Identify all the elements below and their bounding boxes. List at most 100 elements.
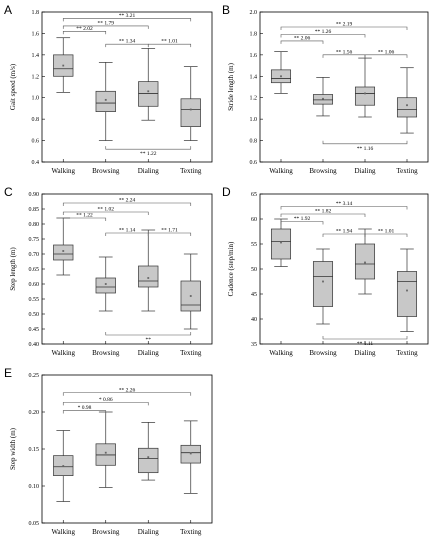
significance-bracket: ** 1.01	[364, 229, 408, 237]
x-tick-label: Dialing	[355, 167, 376, 175]
y-axis-label: Step length (m)	[9, 247, 17, 291]
bracket-line	[280, 221, 324, 225]
significance-label: ** 1.22	[140, 151, 157, 157]
mean-marker	[189, 295, 192, 297]
x-tick-label: Browsing	[92, 528, 120, 536]
box-walking	[270, 218, 292, 267]
y-tick-label: 1.0	[32, 96, 40, 102]
significance-label: ** 1.22	[76, 213, 93, 219]
significance-bracket: ** 2.06	[280, 35, 324, 44]
significance-label: ** 1.94	[336, 229, 353, 235]
box-texting	[180, 66, 201, 141]
y-tick-label: 0.90	[29, 192, 40, 198]
significance-bracket: ** 1.22	[105, 146, 192, 157]
plot-frame	[41, 193, 213, 345]
bracket-line	[62, 18, 192, 22]
x-tick-label: Browsing	[92, 167, 120, 175]
significance-bracket: ** 2.19	[280, 22, 408, 30]
mean-marker	[280, 241, 282, 244]
bracket-line	[62, 410, 107, 414]
y-tick-label: 0.8	[250, 139, 258, 145]
bracket-line	[62, 392, 192, 396]
significance-label: ** 1.92	[294, 216, 311, 222]
mean-marker	[364, 92, 366, 95]
box-dialing	[354, 228, 376, 295]
y-tick-label: 1.2	[250, 96, 258, 102]
box-iqr	[53, 244, 74, 261]
y-tick-label: 1.6	[32, 31, 40, 37]
significance-label: ** 2.19	[336, 22, 353, 28]
x-tick-label: Texting	[180, 528, 202, 536]
box-iqr	[270, 228, 292, 260]
x-tick-label: Dialing	[138, 528, 159, 536]
y-axis-label: Step width (m)	[9, 427, 17, 470]
bracket-line	[62, 402, 149, 406]
significance-bracket: ** 1.94	[322, 229, 366, 237]
panel-b: B 0.6 0.8 1.0 1.2 1.4 1.6 1.8 2.0 Stride length (…	[222, 3, 429, 175]
y-tick-label: 1.6	[250, 53, 258, 59]
y-tick-label: 1.4	[32, 53, 40, 59]
y-tick-label: 0.25	[29, 373, 40, 379]
box-browsing	[312, 248, 334, 325]
bracket-line	[280, 40, 324, 44]
bracket-line	[280, 206, 408, 210]
y-tick-label: 45	[251, 292, 257, 298]
box-browsing	[95, 411, 116, 488]
significance-label: ** 3.21	[119, 13, 136, 19]
bracket-line	[280, 26, 408, 30]
box-iqr	[354, 86, 376, 106]
plot-frame	[259, 193, 429, 345]
significance-label: ** 1.14	[119, 228, 136, 234]
significance-label: ** 1.06	[378, 49, 395, 55]
box-dialing	[354, 57, 376, 118]
y-tick-label: 50	[251, 267, 257, 273]
y-tick-label: 0.6	[250, 160, 258, 166]
y-tick-label: 40	[251, 317, 257, 323]
x-tick-label: Walking	[269, 349, 293, 357]
significance-bracket: * 0.98	[62, 405, 107, 414]
significance-label: ** 1.16	[357, 146, 374, 152]
mean-marker	[406, 289, 408, 292]
y-tick-label: 1.4	[250, 74, 258, 80]
y-tick-label: 1.2	[32, 74, 40, 80]
significance-bracket: ** 1.56	[322, 49, 366, 58]
y-tick-label: 0.20	[29, 410, 40, 416]
y-tick-label: 0.4	[32, 160, 40, 166]
y-tick-label: 0.45	[29, 327, 40, 333]
mean-marker	[322, 97, 324, 100]
significance-bracket: ** 1.22	[62, 213, 107, 221]
mean-marker	[147, 277, 150, 279]
x-tick-label: Browsing	[309, 349, 337, 357]
significance-bracket: ** 1.92	[280, 216, 324, 225]
significance-label: ** 1.11	[357, 341, 374, 347]
bracket-line	[280, 34, 366, 38]
box-browsing	[312, 77, 334, 117]
bracket-line	[147, 232, 192, 236]
x-tick-label: Texting	[396, 167, 418, 175]
box-iqr	[138, 81, 159, 107]
panel-letter: E	[4, 366, 12, 380]
plot-frame	[41, 11, 213, 163]
significance-label: ** 2.26	[119, 387, 136, 393]
box-iqr	[180, 98, 201, 127]
mean-marker	[147, 456, 150, 459]
significance-bracket: ** 1.01	[147, 39, 192, 48]
bracket-line	[62, 211, 149, 215]
mean-marker	[104, 451, 107, 454]
x-tick-label: Dialing	[355, 349, 376, 357]
significance-bracket: ** 3.14	[280, 201, 408, 210]
panel-e: E 0.05 0.10 0.15 0.20 0.25 Step width (m) Walki…	[4, 366, 213, 536]
box-iqr	[95, 277, 116, 294]
significance-label: ** 2.24	[119, 198, 136, 204]
y-tick-label: 0.50	[29, 312, 40, 318]
y-tick-label: 0.85	[29, 207, 40, 213]
panel-letter: A	[4, 3, 12, 17]
y-tick-label: 60	[251, 217, 257, 223]
panel-letter: C	[4, 185, 13, 199]
significance-label: ** 1.01	[161, 39, 178, 45]
bracket-line	[147, 43, 192, 48]
significance-label: ** 1.01	[378, 229, 395, 235]
x-tick-label: Texting	[180, 167, 202, 175]
x-tick-label: Dialing	[138, 349, 159, 357]
significance-label: ** 1.02	[98, 207, 115, 213]
